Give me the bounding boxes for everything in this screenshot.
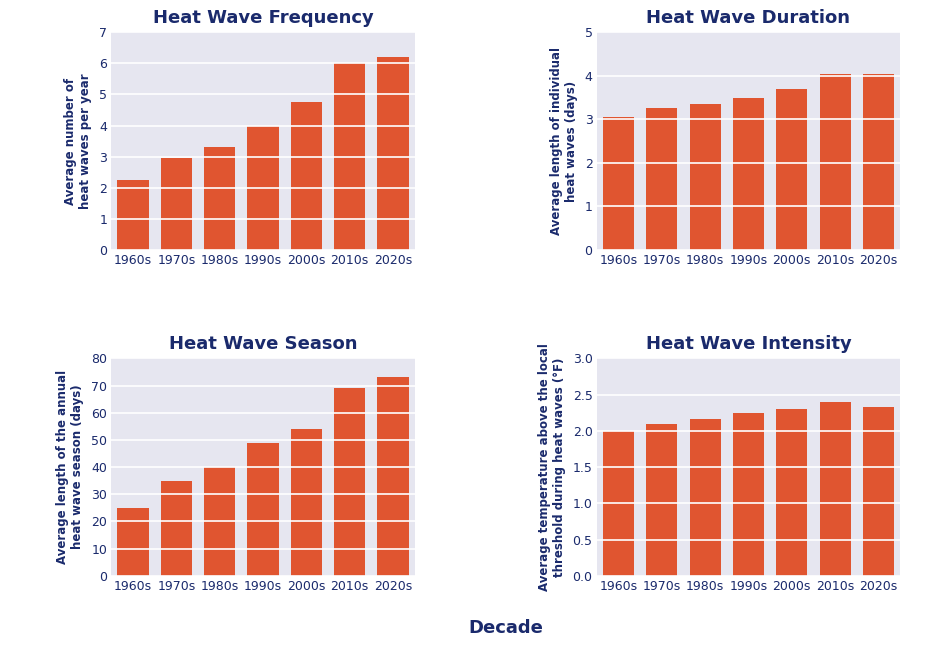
Bar xyxy=(160,481,192,576)
Bar xyxy=(645,424,677,576)
Bar xyxy=(603,117,633,250)
Bar xyxy=(204,467,235,576)
Bar xyxy=(248,126,278,250)
Bar xyxy=(377,377,408,576)
Title: Heat Wave Duration: Heat Wave Duration xyxy=(646,8,849,27)
Title: Heat Wave Season: Heat Wave Season xyxy=(169,334,357,353)
Bar xyxy=(160,158,192,250)
Text: Decade: Decade xyxy=(468,619,542,637)
Y-axis label: Average number of
heat waves per year: Average number of heat waves per year xyxy=(64,73,92,209)
Bar xyxy=(819,402,850,576)
Bar xyxy=(290,429,322,576)
Bar xyxy=(204,148,235,250)
Title: Heat Wave Intensity: Heat Wave Intensity xyxy=(645,334,850,353)
Bar xyxy=(118,180,148,250)
Bar xyxy=(377,57,408,250)
Bar xyxy=(689,104,720,250)
Title: Heat Wave Frequency: Heat Wave Frequency xyxy=(153,8,373,27)
Bar xyxy=(248,443,278,576)
Bar xyxy=(732,98,763,250)
Bar xyxy=(645,109,677,250)
Bar xyxy=(862,74,893,250)
Y-axis label: Average temperature above the local
threshold during heat waves (°F): Average temperature above the local thre… xyxy=(537,343,565,591)
Bar xyxy=(732,413,763,576)
Bar xyxy=(118,508,148,576)
Bar xyxy=(862,407,893,576)
Y-axis label: Average length of individual
heat waves (days): Average length of individual heat waves … xyxy=(549,47,577,235)
Bar xyxy=(775,89,806,250)
Bar xyxy=(689,419,720,576)
Bar xyxy=(334,388,365,576)
Bar xyxy=(603,431,633,576)
Bar xyxy=(334,63,365,250)
Bar xyxy=(290,102,322,250)
Bar xyxy=(819,74,850,250)
Y-axis label: Average length of the annual
heat wave season (days): Average length of the annual heat wave s… xyxy=(57,370,84,564)
Bar xyxy=(775,409,806,576)
